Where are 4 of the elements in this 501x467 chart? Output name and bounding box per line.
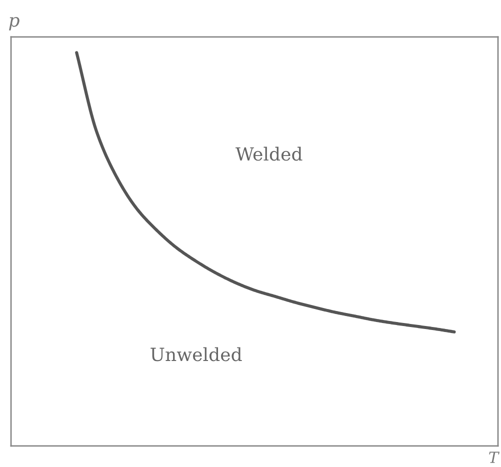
annotation: Unwelded <box>150 347 242 362</box>
y-axis-title: p <box>9 16 20 30</box>
x-axis-title: T <box>489 452 500 463</box>
annotation: Welded <box>236 146 302 161</box>
